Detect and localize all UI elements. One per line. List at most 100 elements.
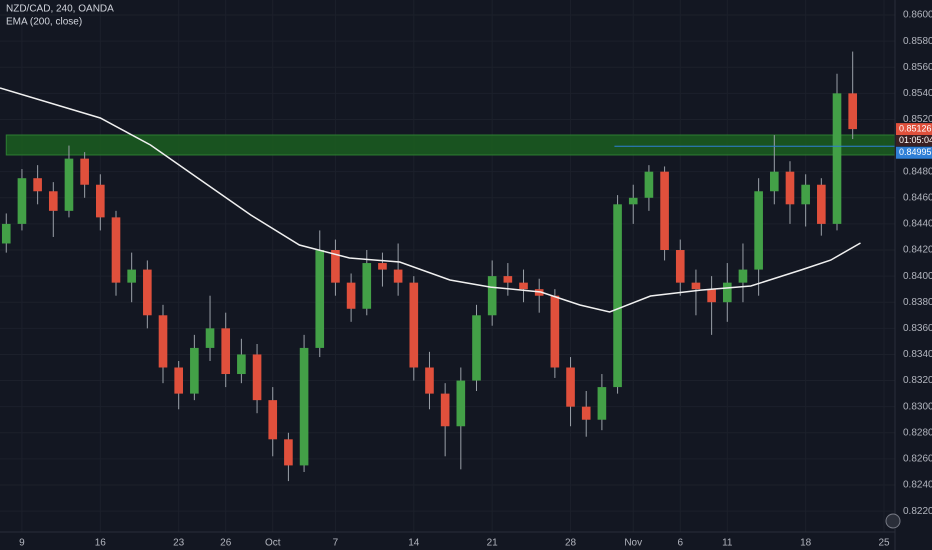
candle-body — [393, 269, 403, 283]
candle-body — [456, 380, 466, 427]
candle-body — [644, 171, 654, 198]
candle-body — [613, 204, 622, 388]
candle-body — [597, 387, 607, 420]
y-tick-label: 0.86000 — [903, 10, 932, 21]
candle-body — [503, 276, 513, 283]
x-tick-label: 23 — [173, 538, 185, 549]
candle-body — [440, 393, 450, 427]
candle-body — [769, 171, 779, 192]
candle-body — [738, 269, 748, 283]
logo[interactable] — [885, 513, 901, 529]
x-tick-label: 11 — [722, 538, 733, 549]
candle-body — [252, 354, 262, 401]
candle-body — [472, 315, 481, 381]
candle-body — [346, 282, 356, 309]
ema-line — [0, 87, 861, 313]
x-tick-label: 28 — [565, 538, 577, 549]
indicator-label: EMA (200, close) — [6, 17, 82, 28]
candle-body — [315, 250, 325, 348]
candle-body — [268, 400, 278, 440]
candle-body — [362, 263, 372, 309]
candle-body — [785, 171, 795, 205]
x-tick-label: 16 — [95, 538, 107, 549]
x-tick-label: 14 — [408, 538, 420, 549]
candle-body — [33, 178, 42, 192]
candle-body — [205, 328, 215, 348]
candle-body — [566, 367, 575, 407]
candle-body — [425, 367, 434, 394]
candle-body — [519, 282, 528, 290]
candle-body — [331, 250, 340, 283]
x-tick-label: 26 — [220, 538, 232, 549]
candle-body — [221, 328, 231, 375]
candle-body — [675, 250, 685, 283]
candle-body — [48, 191, 58, 211]
last-price-label: 0.85126 — [899, 123, 932, 133]
x-tick-label: 18 — [800, 538, 812, 549]
candle-body — [80, 158, 89, 185]
price-line-label: 0.84995 — [899, 147, 932, 157]
candle-body — [96, 184, 105, 218]
last-price-box — [896, 123, 932, 136]
candle-body — [64, 158, 74, 211]
candle-body — [487, 276, 497, 316]
candle-body — [111, 217, 121, 283]
candle-body — [174, 367, 183, 394]
support-zone — [5, 134, 896, 156]
price-line-box — [896, 146, 932, 159]
candle-body — [158, 315, 168, 368]
x-tick-label: Nov — [624, 538, 642, 549]
plot-area — [0, 51, 896, 482]
candle-body — [409, 282, 419, 368]
candle-body — [628, 197, 638, 205]
candle-body — [660, 171, 669, 251]
candle-body — [127, 269, 136, 283]
candle-body — [299, 347, 309, 466]
candle-body — [754, 191, 763, 270]
candle-body — [550, 295, 560, 368]
candle-body — [722, 282, 732, 303]
candle-body — [707, 289, 716, 303]
x-tick-label: 7 — [333, 538, 339, 549]
candle-body — [801, 184, 810, 205]
candle-body — [817, 184, 826, 224]
x-tick-label: 21 — [487, 538, 499, 549]
candle-body — [237, 354, 246, 375]
x-tick-label: 9 — [19, 538, 25, 549]
candle-body — [832, 93, 842, 224]
candle-body — [378, 263, 387, 270]
countdown-label: 01:05:04 — [899, 135, 932, 145]
candle-body — [1, 223, 11, 244]
candle-body — [17, 178, 27, 224]
x-tick-label: Oct — [265, 538, 281, 549]
x-tick-label: 25 — [878, 538, 890, 549]
candle-body — [691, 282, 701, 290]
countdown-box — [896, 135, 932, 147]
candle-body — [143, 269, 152, 316]
candle-body — [190, 347, 199, 394]
candle-body — [284, 439, 293, 466]
chart-title: NZD/CAD, 240, OANDA — [6, 4, 114, 15]
candle-body — [581, 406, 591, 420]
candle-body — [848, 93, 857, 130]
